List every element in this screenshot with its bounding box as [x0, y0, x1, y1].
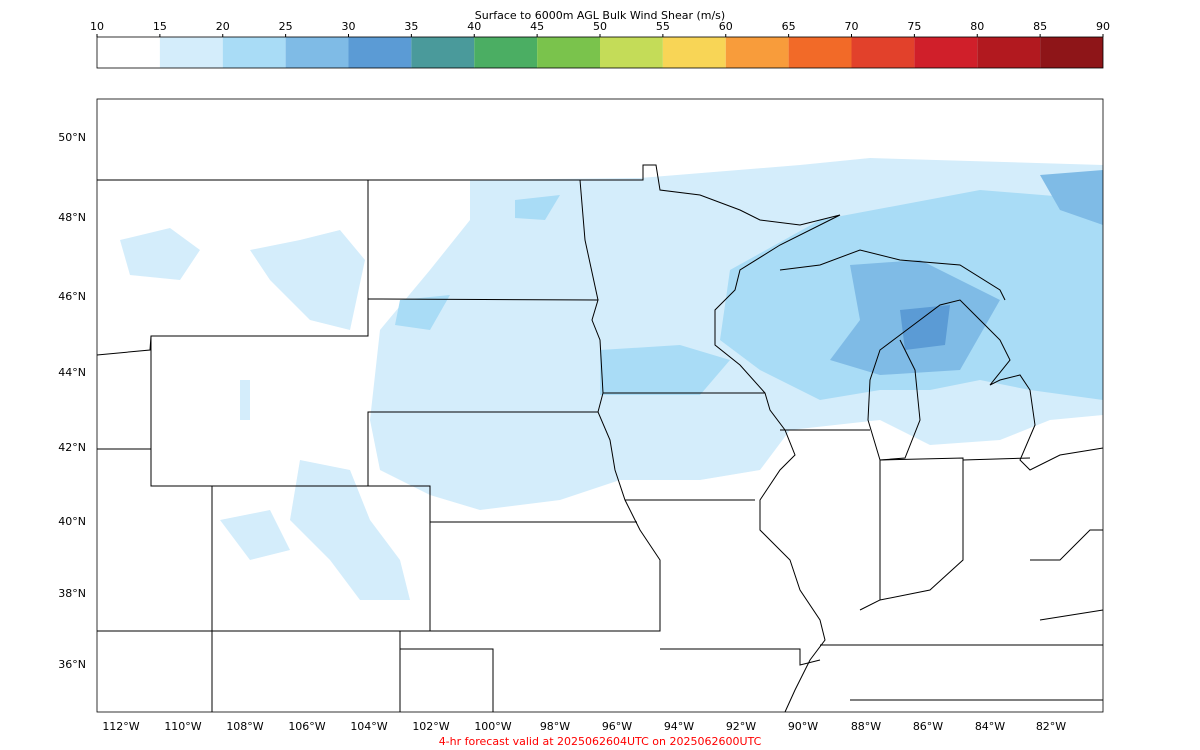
- colorbar-segment: [662, 37, 726, 68]
- colorbar-segment: [411, 37, 475, 68]
- colorbar-segment: [285, 37, 349, 68]
- colorbar-segment: [914, 37, 978, 68]
- colorbar-tick-label: 70: [845, 20, 859, 33]
- colorbar-title: Surface to 6000m AGL Bulk Wind Shear (m/…: [475, 9, 725, 22]
- longitude-label: 104°W: [350, 720, 387, 733]
- colorbar-segment: [788, 37, 852, 68]
- colorbar-segment: [159, 37, 223, 68]
- longitude-label: 86°W: [913, 720, 943, 733]
- map-frame: [96, 98, 1104, 713]
- colorbar-segment: [97, 37, 160, 68]
- colorbar-segment: [1040, 37, 1103, 68]
- shear-area: [120, 228, 410, 600]
- longitude-label: 96°W: [602, 720, 632, 733]
- longitude-label: 110°W: [164, 720, 201, 733]
- colorbar-tick-label: 60: [719, 20, 733, 33]
- colorbar-segment: [977, 37, 1041, 68]
- colorbar-tick-label: 45: [530, 20, 544, 33]
- lake-shore: [779, 249, 1006, 301]
- colorbar-segment: [348, 37, 412, 68]
- colorbar-tick-label: 85: [1033, 20, 1047, 33]
- longitude-label: 112°W: [102, 720, 139, 733]
- boundaries: [96, 164, 1104, 713]
- state-border: [96, 179, 1103, 712]
- colorbar-tick-label: 55: [656, 20, 670, 33]
- latitude-label: 44°N: [58, 366, 86, 379]
- colorbar-tick-label: 35: [404, 20, 418, 33]
- map: [96, 98, 1104, 713]
- longitude-label: 102°W: [412, 720, 449, 733]
- shear-area: [900, 305, 950, 350]
- colorbar-tick-label: 75: [907, 20, 921, 33]
- longitude-label: 88°W: [851, 720, 881, 733]
- lake-shore: [867, 299, 1104, 471]
- forecast-footer: 4-hr forecast valid at 2025062604UTC on …: [439, 735, 762, 748]
- state-border: [1030, 529, 1104, 621]
- longitude-label: 92°W: [726, 720, 756, 733]
- colorbar-tick-label: 25: [279, 20, 293, 33]
- colorbar-tick-label: 30: [342, 20, 356, 33]
- colorbar-segment: [222, 37, 286, 68]
- colorbar-segment: [474, 37, 538, 68]
- longitude-label: 84°W: [975, 720, 1005, 733]
- latitude-label: 38°N: [58, 587, 86, 600]
- colorbar-tick-label: 15: [153, 20, 167, 33]
- colorbar-tick-label: 65: [782, 20, 796, 33]
- colorbar-tick-label: 90: [1096, 20, 1110, 33]
- longitude-label: 90°W: [788, 720, 818, 733]
- colorbar-tick-label: 50: [593, 20, 607, 33]
- colorbar-segment: [851, 37, 915, 68]
- latitude-label: 50°N: [58, 131, 86, 144]
- colorbar-tick-label: 80: [970, 20, 984, 33]
- shear-area: [830, 170, 1103, 375]
- longitude-label: 108°W: [226, 720, 263, 733]
- longitude-label: 98°W: [540, 720, 570, 733]
- latitude-label: 36°N: [58, 658, 86, 671]
- colorbar: 10 15 20 25 30 35 40 45 50 55 60 65 70 75 80 85 90: [90, 20, 1110, 69]
- longitude-label: 100°W: [474, 720, 511, 733]
- longitude-label: 94°W: [664, 720, 694, 733]
- colorbar-tick-label: 20: [216, 20, 230, 33]
- colorbar-segment: [725, 37, 789, 68]
- longitude-label: 106°W: [288, 720, 325, 733]
- latitude-label: 42°N: [58, 441, 86, 454]
- colorbar-tick-label: 10: [90, 20, 104, 33]
- shear-field: [120, 158, 1103, 600]
- colorbar-segment: [537, 37, 600, 68]
- colorbar-tick-label: 40: [467, 20, 481, 33]
- longitude-label: 82°W: [1036, 720, 1066, 733]
- latitude-label: 48°N: [58, 211, 86, 224]
- state-border: [97, 164, 841, 713]
- latitude-label: 40°N: [58, 515, 86, 528]
- latitude-label: 46°N: [58, 290, 86, 303]
- colorbar-segment: [600, 37, 663, 68]
